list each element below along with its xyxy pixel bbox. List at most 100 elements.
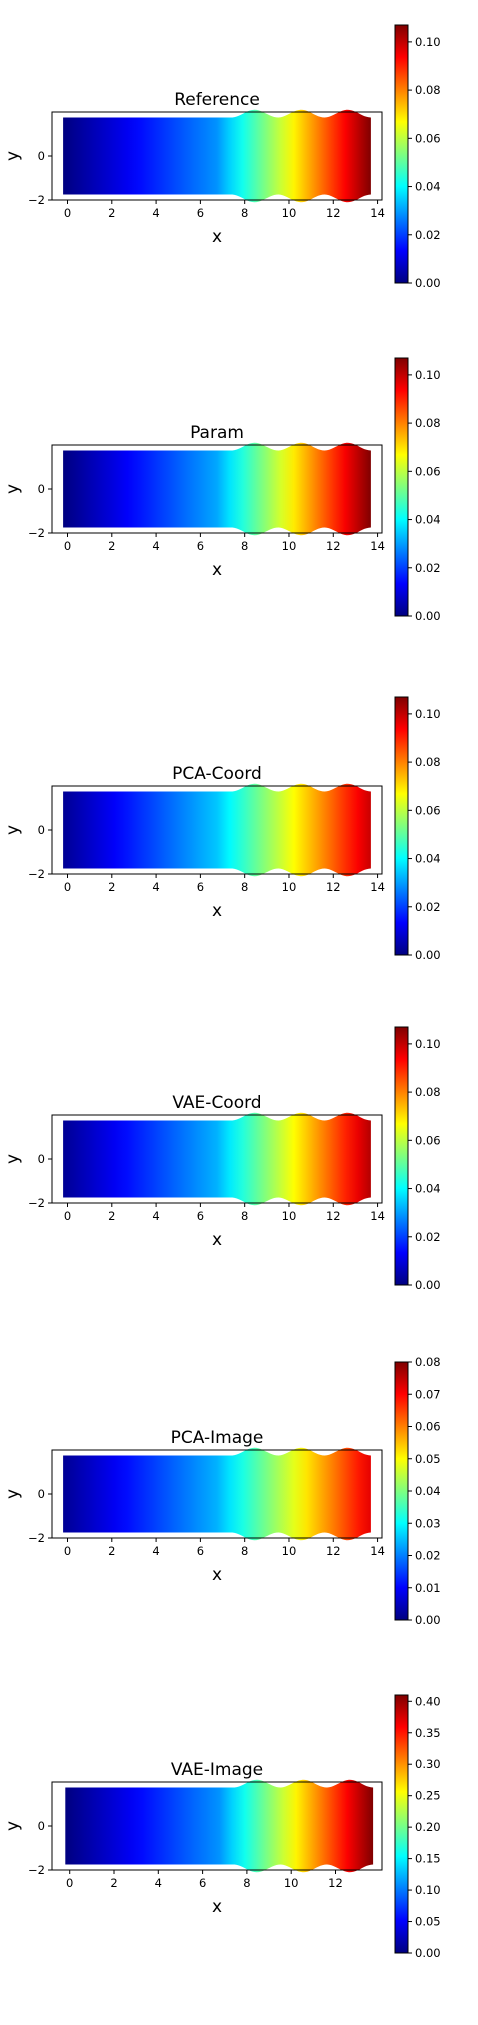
chart-title: VAE-Image: [171, 1760, 263, 1780]
colorbar-tick-label: 0.02: [415, 1549, 441, 1563]
field-domain: [65, 1779, 374, 1873]
y-tick-label: 0: [38, 1819, 45, 1833]
x-tick-label: 4: [152, 1209, 159, 1223]
x-axis-label: x: [212, 1897, 222, 1917]
x-tick-label: 4: [155, 1876, 162, 1890]
x-tick-label: 0: [64, 206, 71, 220]
x-tick-label: 2: [110, 1876, 117, 1890]
colorbar-tick-label: 0.04: [415, 180, 441, 194]
colorbar-tick-label: 0.00: [415, 1278, 441, 1292]
colorbar: [395, 25, 408, 283]
colorbar-frame: [394, 1026, 409, 1286]
x-tick-label: 12: [326, 539, 341, 553]
x-tick-label: 0: [64, 1544, 71, 1558]
x-tick-label: 8: [241, 880, 248, 894]
chart-panel: PCA-Image 0 2 4 6 8 10 12 14 −2 0 x y 0.00 0.01 0.02 0.0…: [3, 1355, 441, 1627]
colorbar-tick-label: 0.06: [415, 803, 441, 817]
x-tick-label: 4: [152, 206, 159, 220]
x-tick-label: 2: [108, 206, 115, 220]
y-tick-label: 0: [38, 823, 45, 837]
colorbar-tick-label: 0.08: [415, 1355, 441, 1369]
colorbar-tick-label: 0.10: [415, 1037, 441, 1051]
x-axis-label: x: [212, 560, 222, 580]
x-tick-label: 10: [282, 539, 297, 553]
colorbar-tick-label: 0.10: [415, 1883, 441, 1897]
x-tick-label: 8: [241, 539, 248, 553]
field-domain: [63, 442, 371, 536]
y-tick-label: −2: [28, 526, 45, 540]
field-domain: [63, 109, 371, 203]
field-domain: [63, 1447, 371, 1541]
x-tick-label: 10: [282, 1209, 297, 1223]
y-tick-label: −2: [28, 867, 45, 881]
x-tick-label: 12: [326, 1544, 341, 1558]
y-axis-label: y: [3, 825, 23, 835]
y-tick-label: 0: [38, 1152, 45, 1166]
x-tick-label: 2: [108, 539, 115, 553]
y-axis-label: y: [3, 1154, 23, 1164]
colorbar: [395, 1027, 408, 1285]
x-tick-label: 8: [243, 1876, 250, 1890]
colorbar-tick-label: 0.30: [415, 1757, 441, 1771]
colorbar-tick-label: 0.04: [415, 852, 441, 866]
x-tick-label: 8: [241, 1544, 248, 1558]
colorbar-tick-label: 0.10: [415, 368, 441, 382]
colorbar-tick-label: 0.00: [415, 1946, 441, 1960]
x-tick-label: 6: [197, 1209, 204, 1223]
x-tick-label: 6: [197, 539, 204, 553]
y-tick-label: 0: [38, 482, 45, 496]
colorbar-tick-label: 0.40: [415, 1694, 441, 1708]
colorbar-tick-label: 0.08: [415, 755, 441, 769]
colorbar-tick-label: 0.03: [415, 1516, 441, 1530]
chart-title: PCA-Coord: [172, 764, 262, 784]
x-axis-label: x: [212, 901, 222, 921]
x-tick-label: 14: [370, 539, 385, 553]
colorbar-tick-label: 0.02: [415, 228, 441, 242]
colorbar-tick-label: 0.06: [415, 131, 441, 145]
colorbar-tick-label: 0.00: [415, 948, 441, 962]
x-tick-label: 4: [152, 1544, 159, 1558]
colorbar-tick-label: 0.04: [415, 513, 441, 527]
y-axis-label: y: [3, 151, 23, 161]
x-tick-label: 0: [64, 880, 71, 894]
x-tick-label: 0: [64, 539, 71, 553]
x-tick-label: 14: [370, 1544, 385, 1558]
x-tick-label: 2: [108, 880, 115, 894]
colorbar-tick-label: 0.06: [415, 1133, 441, 1147]
x-tick-label: 12: [326, 206, 341, 220]
colorbar: [395, 1695, 408, 1953]
chart-title: VAE-Coord: [172, 1093, 261, 1113]
colorbar-tick-label: 0.10: [415, 707, 441, 721]
colorbar-tick-label: 0.04: [415, 1484, 441, 1498]
field-domain: [63, 783, 371, 877]
colorbar-frame: [394, 24, 409, 284]
x-tick-label: 6: [197, 206, 204, 220]
y-tick-label: −2: [28, 1196, 45, 1210]
y-tick-label: −2: [28, 1863, 45, 1877]
colorbar-tick-label: 0.05: [415, 1452, 441, 1466]
colorbar-tick-label: 0.02: [415, 1230, 441, 1244]
x-axis-label: x: [212, 227, 222, 247]
colorbar-tick-label: 0.07: [415, 1387, 441, 1401]
chart-title: Reference: [174, 90, 260, 110]
colorbar: [395, 697, 408, 955]
x-axis-label: x: [212, 1230, 222, 1250]
x-tick-label: 8: [241, 1209, 248, 1223]
x-tick-label: 10: [282, 880, 297, 894]
x-tick-label: 6: [197, 880, 204, 894]
y-tick-label: −2: [28, 1531, 45, 1545]
colorbar-tick-label: 0.08: [415, 1085, 441, 1099]
chart-panel: Param 0 2 4 6 8 10 12 14 −2 0 x y 0.00 0.02 0.04 0.06 0.0…: [3, 357, 441, 623]
colorbar-tick-label: 0.08: [415, 83, 441, 97]
colorbar-tick-label: 0.00: [415, 1613, 441, 1627]
x-tick-label: 0: [66, 1876, 73, 1890]
x-axis-label: x: [212, 1565, 222, 1585]
x-tick-label: 0: [64, 1209, 71, 1223]
colorbar-tick-label: 0.00: [415, 276, 441, 290]
y-axis-label: y: [3, 1489, 23, 1499]
x-tick-label: 12: [328, 1876, 343, 1890]
field-domain: [63, 1112, 371, 1206]
chart-panel: Reference 0 2 4 6 8 10 12 14 −2 0 x y 0.00 0.02 0.04 0.0…: [3, 24, 441, 290]
x-tick-label: 14: [370, 206, 385, 220]
